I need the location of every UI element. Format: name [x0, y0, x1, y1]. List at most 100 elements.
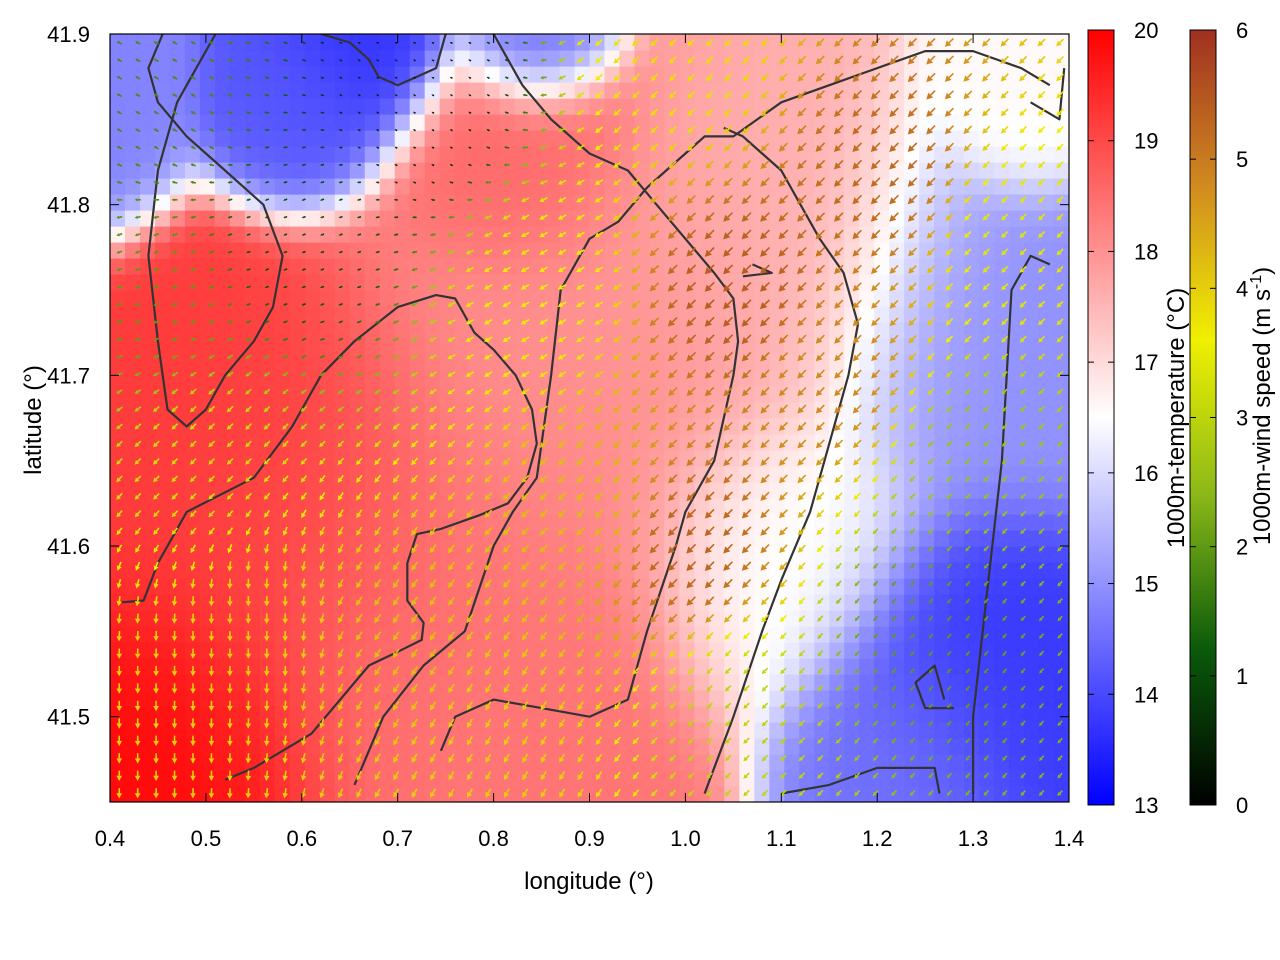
heatmap-cell: [139, 770, 156, 787]
heatmap-cell: [214, 498, 231, 515]
heatmap-cell: [124, 338, 141, 355]
heatmap-cell: [949, 754, 965, 771]
heatmap-cell: [499, 210, 516, 227]
heatmap-cell: [469, 194, 486, 211]
wind-vector-shaft: [284, 770, 287, 776]
heatmap-cell: [994, 226, 1010, 243]
heatmap-cell: [1054, 226, 1069, 243]
heatmap-cell: [574, 322, 591, 339]
heatmap-cell: [1024, 418, 1040, 435]
heatmap-cell: [844, 754, 860, 771]
heatmap-cell: [229, 786, 246, 802]
heatmap-cell: [649, 690, 666, 707]
heatmap-cell: [574, 530, 591, 547]
wind-vector-shaft: [173, 578, 177, 584]
heatmap-cell: [604, 194, 621, 211]
heatmap-cell: [319, 322, 336, 339]
heatmap-cell: [694, 242, 710, 259]
heatmap-cell: [229, 402, 246, 419]
heatmap-cell: [319, 386, 336, 403]
heatmap-cell: [349, 530, 366, 547]
heatmap-cell: [604, 258, 621, 275]
heatmap-cell: [664, 690, 680, 707]
heatmap-cell: [949, 146, 965, 163]
heatmap-cell: [784, 562, 800, 579]
heatmap-cell: [859, 722, 875, 739]
heatmap-cell: [110, 66, 126, 83]
heatmap-cell: [304, 738, 321, 755]
heatmap-cell: [964, 498, 980, 515]
heatmap-cell: [634, 706, 651, 723]
heatmap-cell: [1024, 706, 1040, 723]
heatmap-cell: [364, 306, 381, 323]
heatmap-cell: [1009, 322, 1025, 339]
heatmap-cell: [409, 226, 426, 243]
heatmap-cell: [709, 338, 725, 355]
heatmap-cell: [424, 498, 441, 515]
heatmap-cell: [334, 738, 351, 755]
heatmap-cell: [574, 130, 591, 147]
heatmap-cell: [304, 146, 321, 163]
heatmap-cell: [709, 290, 725, 307]
heatmap-cell: [454, 194, 471, 211]
heatmap-cell: [469, 130, 486, 147]
heatmap-cell: [1054, 594, 1069, 611]
heatmap-cell: [994, 690, 1010, 707]
heatmap-cell: [379, 274, 396, 291]
heatmap-cell: [904, 530, 920, 547]
heatmap-cell: [169, 562, 186, 579]
heatmap-cell: [799, 50, 815, 67]
heatmap-cell: [274, 354, 291, 371]
heatmap-cell: [514, 146, 531, 163]
heatmap-cell: [709, 658, 725, 675]
heatmap-cell: [319, 674, 336, 691]
heatmap-cell: [169, 626, 186, 643]
heatmap-cell: [169, 162, 186, 179]
heatmap-cell: [214, 610, 231, 627]
heatmap-cell: [379, 178, 396, 195]
heatmap-cell: [424, 258, 441, 275]
heatmap-cell: [1054, 690, 1069, 707]
heatmap-cell: [319, 370, 336, 387]
heatmap-cell: [919, 578, 935, 595]
heatmap-cell: [994, 98, 1010, 115]
heatmap-cell: [1039, 786, 1055, 802]
heatmap-cell: [619, 114, 636, 131]
heatmap-cell: [874, 754, 890, 771]
heatmap-cell: [334, 530, 351, 547]
heatmap-cell: [214, 242, 231, 259]
heatmap-cell: [544, 626, 561, 643]
heatmap-cell: [649, 754, 666, 771]
heatmap-cell: [784, 418, 800, 435]
heatmap-cell: [110, 498, 126, 515]
heatmap-cell: [304, 482, 321, 499]
heatmap-cell: [964, 786, 980, 802]
heatmap-cell: [784, 274, 800, 291]
heatmap-cell: [499, 770, 516, 787]
heatmap-cell: [364, 578, 381, 595]
heatmap-cell: [229, 130, 246, 147]
heatmap-cell: [274, 706, 291, 723]
heatmap-cell: [439, 546, 456, 563]
heatmap-cell: [319, 450, 336, 467]
heatmap-cell: [529, 114, 546, 131]
heatmap-cell: [1054, 530, 1069, 547]
heatmap-cell: [439, 306, 456, 323]
heatmap-cell: [334, 66, 351, 83]
heatmap-cell: [1054, 706, 1069, 723]
heatmap-cell: [694, 674, 710, 691]
heatmap-cell: [529, 130, 546, 147]
heatmap-cell: [1039, 530, 1055, 547]
heatmap-cell: [454, 578, 471, 595]
heatmap-cell: [934, 306, 950, 323]
heatmap-cell: [229, 386, 246, 403]
heatmap-cell: [1024, 34, 1040, 51]
heatmap-cell: [634, 194, 651, 211]
heatmap-cell: [139, 706, 156, 723]
heatmap-cell: [409, 210, 426, 227]
heatmap-cell: [844, 786, 860, 802]
heatmap-cell: [709, 722, 725, 739]
heatmap-cell: [349, 434, 366, 451]
heatmap-cell: [1024, 450, 1040, 467]
heatmap-cell: [274, 562, 291, 579]
